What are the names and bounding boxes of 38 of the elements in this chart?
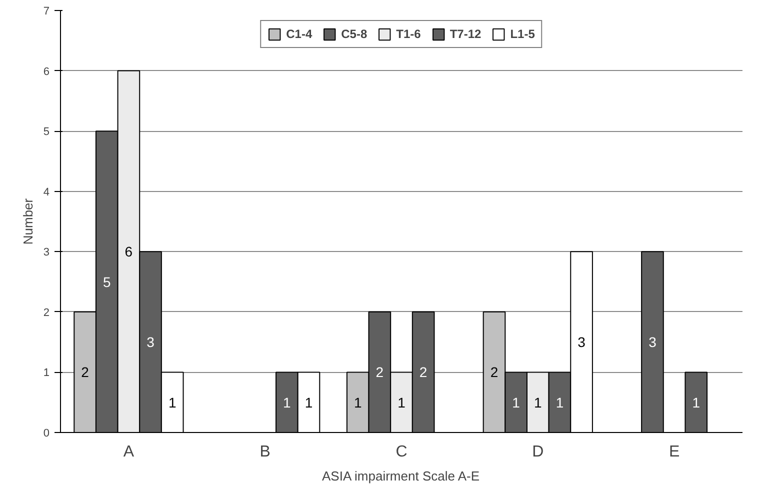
- data-label: 1: [534, 394, 542, 410]
- legend-label: C5-8: [341, 27, 368, 41]
- x-tick-label: D: [532, 444, 544, 460]
- data-label: 2: [376, 364, 384, 380]
- data-label: 2: [81, 364, 90, 380]
- data-label: 5: [102, 274, 111, 290]
- x-tick-label: B: [260, 444, 270, 460]
- x-tick-label: C: [396, 444, 408, 460]
- legend-label: T1-6: [396, 27, 421, 41]
- data-label: 1: [398, 394, 406, 410]
- x-tick-label: A: [123, 444, 134, 460]
- y-tick-label: 1: [43, 367, 50, 380]
- data-label: 1: [168, 394, 176, 410]
- y-tick-label: 6: [43, 66, 50, 78]
- y-tick-label: 2: [43, 306, 50, 319]
- data-label: 3: [578, 334, 586, 350]
- data-label: 6: [124, 244, 133, 260]
- x-axis-title: ASIA impairment Scale A-E: [322, 468, 480, 484]
- data-label: 3: [146, 334, 155, 350]
- data-label: 1: [304, 394, 313, 410]
- y-tick-label: 0: [43, 428, 50, 440]
- y-axis-title: Number: [20, 198, 36, 245]
- y-tick-label: 3: [43, 246, 50, 259]
- data-label: 1: [556, 394, 564, 410]
- data-label: 2: [490, 364, 498, 380]
- y-tick-label: 7: [43, 6, 50, 18]
- y-tick-label: 4: [43, 186, 50, 198]
- data-label: 1: [283, 394, 292, 410]
- y-tick-label: 5: [43, 126, 50, 138]
- data-label: 1: [354, 394, 362, 410]
- data-label: 1: [692, 394, 700, 410]
- x-tick-label: E: [668, 444, 680, 460]
- data-label: 3: [648, 334, 657, 350]
- legend-label: T7-12: [450, 27, 482, 41]
- data-label: 1: [512, 394, 520, 410]
- data-label: 2: [419, 364, 428, 380]
- legend-label: L1-5: [510, 27, 535, 41]
- legend-label: C1-4: [286, 27, 312, 41]
